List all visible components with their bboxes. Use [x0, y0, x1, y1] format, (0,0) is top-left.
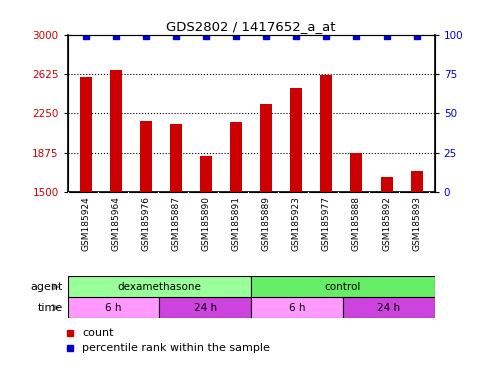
Text: GSM185889: GSM185889: [262, 196, 270, 251]
Bar: [411, 171, 423, 192]
Bar: [170, 124, 182, 192]
Text: dexamethasone: dexamethasone: [117, 282, 201, 292]
Text: time: time: [38, 303, 63, 313]
Text: GSM185923: GSM185923: [292, 196, 301, 251]
Bar: [68, 297, 159, 318]
Text: GSM185891: GSM185891: [232, 196, 241, 251]
Bar: [159, 297, 251, 318]
Text: count: count: [82, 328, 114, 338]
Text: GSM185893: GSM185893: [412, 196, 421, 251]
Text: GSM185977: GSM185977: [322, 196, 331, 251]
Bar: [230, 122, 242, 192]
Bar: [110, 70, 122, 192]
Bar: [320, 76, 332, 192]
Text: agent: agent: [30, 282, 63, 292]
Bar: [68, 276, 251, 297]
Bar: [351, 153, 362, 192]
Bar: [260, 104, 272, 192]
Text: 6 h: 6 h: [289, 303, 305, 313]
Text: percentile rank within the sample: percentile rank within the sample: [82, 343, 270, 353]
Bar: [343, 297, 435, 318]
Text: GSM185888: GSM185888: [352, 196, 361, 251]
Text: GSM185976: GSM185976: [142, 196, 150, 251]
Bar: [251, 297, 343, 318]
Bar: [80, 76, 92, 192]
Bar: [200, 156, 212, 192]
Text: GSM185887: GSM185887: [171, 196, 181, 251]
Text: GSM185924: GSM185924: [81, 196, 90, 251]
Text: 24 h: 24 h: [194, 303, 217, 313]
Text: control: control: [325, 282, 361, 292]
Text: GSM185892: GSM185892: [382, 196, 391, 251]
Bar: [140, 121, 152, 192]
Text: 24 h: 24 h: [377, 303, 400, 313]
Bar: [381, 177, 393, 192]
Bar: [290, 88, 302, 192]
Text: GSM185964: GSM185964: [111, 196, 120, 251]
Text: 6 h: 6 h: [105, 303, 122, 313]
Title: GDS2802 / 1417652_a_at: GDS2802 / 1417652_a_at: [167, 20, 336, 33]
Text: GSM185890: GSM185890: [201, 196, 211, 251]
Bar: [251, 276, 435, 297]
